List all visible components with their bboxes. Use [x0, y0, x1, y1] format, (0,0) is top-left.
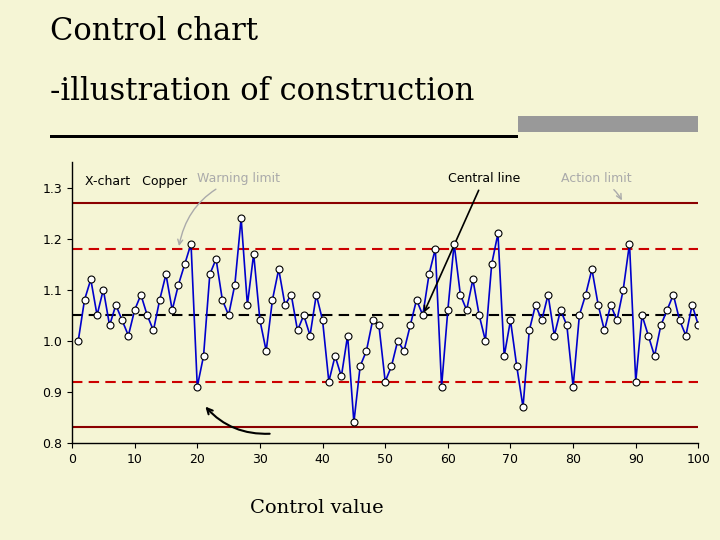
- Text: -illustration of construction: -illustration of construction: [50, 76, 474, 106]
- Text: Warning limit: Warning limit: [178, 172, 280, 245]
- Text: Action limit: Action limit: [561, 172, 631, 199]
- Text: X-chart   Copper: X-chart Copper: [84, 175, 186, 188]
- Text: Central line: Central line: [425, 172, 520, 311]
- Text: Control value: Control value: [250, 499, 384, 517]
- Text: Control chart: Control chart: [50, 16, 258, 47]
